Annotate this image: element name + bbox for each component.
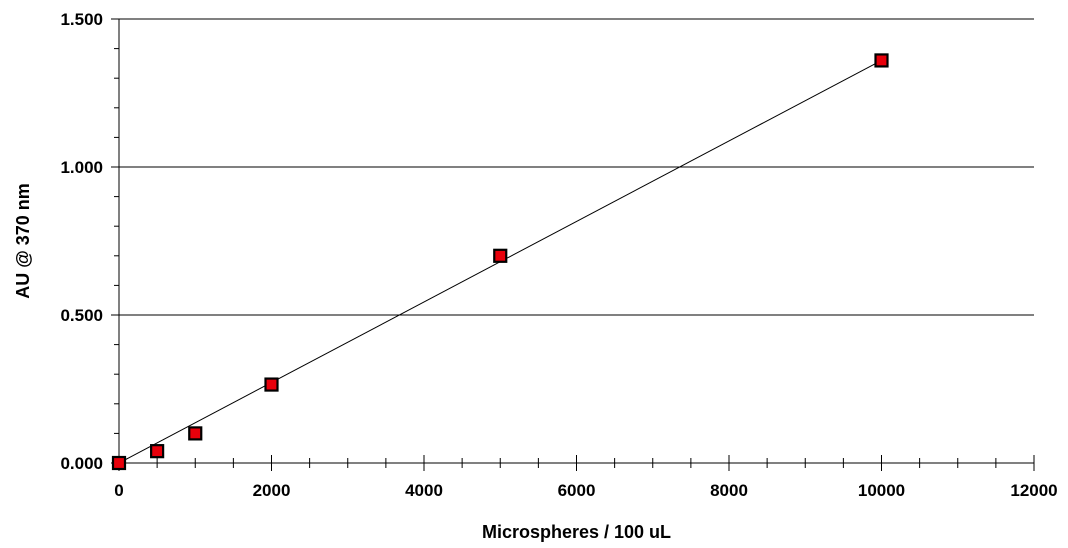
data-point — [493, 248, 508, 263]
x-axis-title: Microspheres / 100 uL — [482, 522, 671, 542]
x-tick-label: 4000 — [405, 481, 443, 500]
data-point — [150, 444, 165, 459]
x-tick-label: 8000 — [710, 481, 748, 500]
x-tick-label: 6000 — [558, 481, 596, 500]
data-point — [111, 455, 127, 471]
y-tick-label: 1.000 — [60, 158, 103, 177]
y-tick-label: 0.500 — [60, 306, 103, 325]
data-point — [264, 377, 279, 392]
x-tick-label: 12000 — [1010, 481, 1057, 500]
data-point — [874, 53, 889, 68]
y-axis-ticks: 0.000 0.500 1.000 1.500 — [60, 10, 119, 473]
data-point — [188, 426, 203, 441]
x-tick-label: 10000 — [858, 481, 905, 500]
x-tick-label: 0 — [114, 481, 123, 500]
x-tick-label: 2000 — [253, 481, 291, 500]
axes — [118, 19, 1034, 464]
y-tick-label: 0.000 — [60, 454, 103, 473]
data-points — [111, 53, 889, 471]
gridlines — [119, 18, 1034, 316]
y-axis-title: AU @ 370 nm — [13, 183, 33, 299]
x-axis-ticks: 0 2000 4000 6000 8000 10000 12000 — [114, 455, 1058, 500]
y-tick-label: 1.500 — [60, 10, 103, 29]
